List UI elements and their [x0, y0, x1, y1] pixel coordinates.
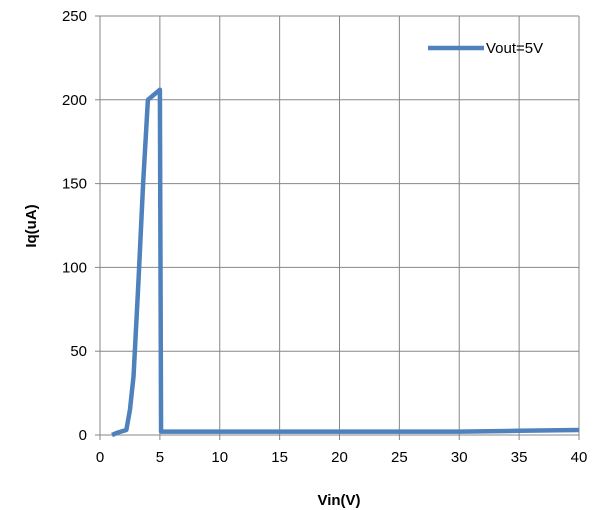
y-axis-label: Iq(uA) [23, 204, 40, 247]
y-tick-labels: 0 50 100 150 200 250 [62, 8, 87, 444]
x-tick-labels: 0 5 10 15 20 25 30 35 40 [96, 449, 588, 466]
series-line-0 [111, 87, 580, 438]
y-tick-label: 200 [62, 92, 87, 109]
axes [95, 15, 580, 440]
legend-label-vout-5v: Vout=5V [486, 40, 543, 57]
legend: Vout=5V [428, 40, 543, 57]
x-tick-label: 30 [451, 449, 468, 466]
x-tick-label: 0 [96, 449, 104, 466]
x-tick-label: 10 [211, 449, 228, 466]
x-tick-label: 40 [571, 449, 588, 466]
x-tick-label: 20 [331, 449, 348, 466]
x-tick-label: 5 [156, 449, 164, 466]
series-lines [111, 87, 580, 438]
y-tick-label: 150 [62, 176, 87, 193]
x-tick-label: 15 [271, 449, 288, 466]
y-tick-label: 0 [79, 427, 87, 444]
gridlines [99, 15, 580, 436]
y-tick-label: 50 [70, 343, 87, 360]
y-tick-label: 100 [62, 259, 87, 276]
x-axis-label: Vin(V) [317, 492, 360, 509]
y-tick-label: 250 [62, 8, 87, 25]
x-tick-label: 35 [511, 449, 528, 466]
x-tick-label: 25 [391, 449, 408, 466]
